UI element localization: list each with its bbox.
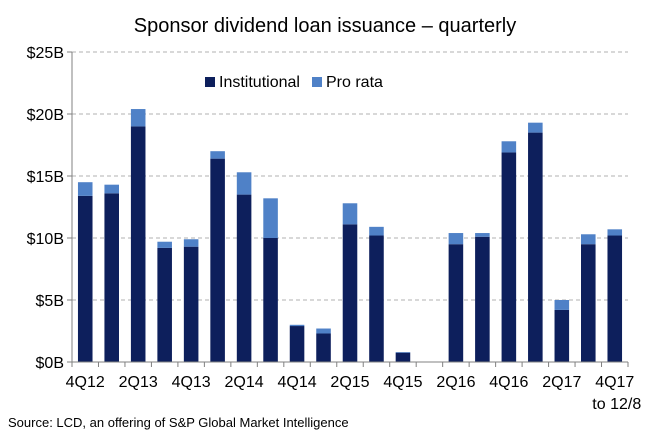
x-tick-label: 4Q16: [489, 374, 528, 391]
x-tick-label: 4Q15: [383, 374, 422, 391]
bar-pro-rata: [263, 198, 278, 238]
bar-institutional: [395, 352, 411, 362]
bar-institutional: [77, 195, 93, 362]
y-tick-label: $10B: [27, 231, 64, 248]
bar-pro-rata: [130, 109, 146, 127]
x-tick-label: 2Q15: [330, 374, 369, 391]
bar-institutional: [157, 247, 172, 362]
bar-pro-rata: [554, 300, 570, 310]
bar-pro-rata: [77, 182, 93, 196]
legend-label: Pro rata: [326, 74, 383, 91]
bar-institutional: [210, 158, 225, 362]
bar-institutional: [342, 224, 358, 362]
bar-institutional: [263, 238, 278, 362]
bar-pro-rata: [236, 172, 252, 195]
bars: [77, 109, 623, 363]
x-tick-label: 2Q16: [436, 374, 475, 391]
bar-pro-rata: [475, 233, 490, 237]
bar-institutional: [475, 236, 490, 362]
bar-pro-rata: [289, 324, 305, 327]
bar-pro-rata: [183, 239, 199, 247]
bar-institutional: [369, 235, 384, 362]
bar-institutional: [607, 235, 623, 362]
bar-institutional: [554, 309, 570, 362]
bar-institutional: [448, 244, 464, 362]
y-tick-label: $0B: [36, 355, 64, 372]
bar-pro-rata: [581, 234, 596, 245]
bar-pro-rata: [607, 229, 623, 236]
bar-institutional: [183, 246, 199, 362]
bar-institutional: [501, 152, 517, 362]
bar-pro-rata: [448, 233, 464, 245]
bar-pro-rata: [528, 122, 543, 133]
x-tick-label: 2Q14: [225, 374, 264, 391]
bar-pro-rata: [157, 241, 172, 248]
bar-pro-rata: [316, 328, 331, 334]
bar-institutional: [130, 126, 146, 363]
x-tick-label: 4Q12: [66, 374, 105, 391]
x-tick-labels: 4Q12 2Q13 4Q13 2Q14 4Q14 2Q15 4Q15 2Q16 4Q16 2Q17…: [66, 374, 642, 413]
chart-title: Sponsor dividend loan issuance – quarter…: [133, 15, 517, 37]
x-tick-label: 4Q14: [277, 374, 316, 391]
x-tick-label: 2Q13: [119, 374, 158, 391]
y-tick-label: $20B: [27, 107, 64, 124]
bar-institutional: [581, 244, 596, 362]
bar-institutional: [289, 326, 305, 362]
bar-pro-rata: [342, 203, 358, 225]
axes: [67, 51, 629, 367]
x-tick-label: to 12/8: [592, 396, 641, 413]
y-tick-labels: $0B $5B $10B $15B $20B $25B: [27, 45, 64, 372]
legend-swatch: [312, 77, 322, 87]
y-tick-label: $15B: [27, 169, 64, 186]
source-note: Source: LCD, an offering of S&P Global M…: [8, 415, 349, 430]
x-tick-label: 4Q17: [595, 374, 634, 391]
bar-pro-rata: [395, 352, 411, 353]
x-tick-label: 4Q13: [172, 374, 211, 391]
legend-label: Institutional: [219, 74, 300, 91]
bar-institutional: [316, 333, 331, 362]
x-tick-label: 2Q17: [542, 374, 581, 391]
bar-pro-rata: [501, 141, 517, 153]
bar-pro-rata: [210, 151, 225, 159]
bar-institutional: [528, 132, 543, 362]
bar-institutional: [236, 194, 252, 362]
y-tick-label: $5B: [36, 293, 64, 310]
bar-pro-rata: [104, 184, 119, 194]
bar-pro-rata: [369, 226, 384, 236]
legend-swatch: [205, 77, 215, 87]
y-tick-label: $25B: [27, 45, 64, 62]
bar-institutional: [104, 193, 119, 362]
legend: Institutional Pro rata: [205, 74, 383, 91]
